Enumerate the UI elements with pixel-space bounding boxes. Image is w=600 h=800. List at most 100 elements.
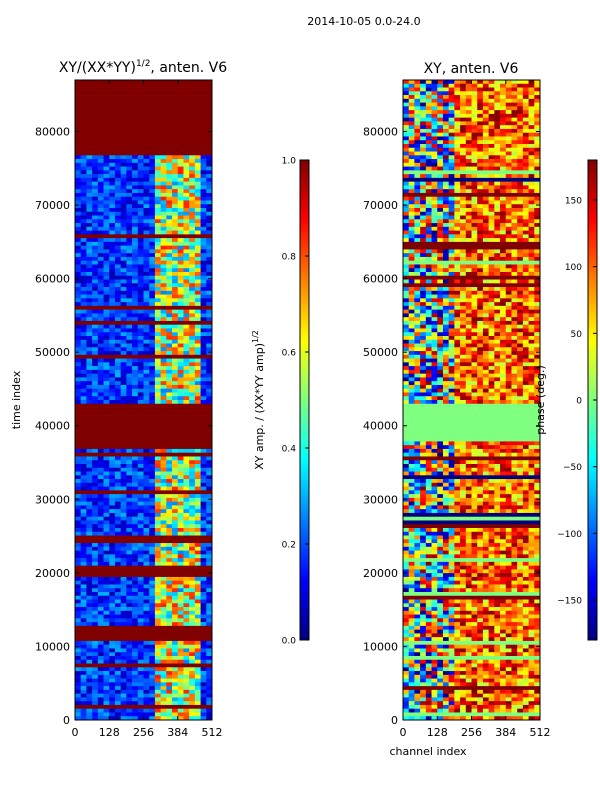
heatmap-cell <box>183 618 190 623</box>
heatmap-cell <box>448 223 455 228</box>
heatmap-cell <box>420 230 427 235</box>
heatmap-cell <box>92 599 99 604</box>
heatmap-cell <box>149 174 156 179</box>
heatmap-cell <box>109 648 116 653</box>
heatmap-cell <box>482 219 489 224</box>
heatmap-cell <box>109 531 116 536</box>
heatmap-cell <box>92 245 99 250</box>
heatmap-cell <box>75 166 82 171</box>
heatmap-cell <box>160 497 167 502</box>
heatmap-cell <box>183 479 190 484</box>
heatmap-cell <box>437 98 444 103</box>
heatmap-cell <box>448 400 455 405</box>
heatmap-cell <box>454 87 461 92</box>
heatmap-cell <box>425 147 432 152</box>
heatmap-cell <box>477 320 484 326</box>
heatmap-cell <box>80 381 87 386</box>
heatmap-cell <box>403 445 410 450</box>
heatmap-cell <box>109 693 116 698</box>
heatmap-cell <box>177 268 184 273</box>
heatmap-cell <box>80 170 87 175</box>
heatmap-cell <box>517 249 524 254</box>
heatmap-cell <box>75 369 82 374</box>
heatmap-cell <box>137 543 144 548</box>
heatmap-cell <box>166 155 173 160</box>
heatmap-cell <box>189 396 196 401</box>
heatmap-cell <box>132 528 139 533</box>
heatmap-cell <box>194 603 201 608</box>
heatmap-cell <box>166 328 173 333</box>
heatmap-cell <box>511 91 518 96</box>
heatmap-cell <box>132 211 139 216</box>
heatmap-cell <box>200 358 207 363</box>
heatmap-cell <box>114 693 121 698</box>
heatmap-cell <box>511 362 518 367</box>
heatmap-cell <box>86 324 93 329</box>
heatmap-cell <box>420 320 427 326</box>
heatmap-cell <box>166 377 173 382</box>
heatmap-cell <box>160 509 167 514</box>
heatmap-cell <box>132 561 139 566</box>
heatmap-cell <box>114 298 121 303</box>
heatmap-cell <box>425 155 432 160</box>
heatmap-cell <box>471 87 478 92</box>
heatmap-cell <box>194 185 201 190</box>
heatmap-cell <box>160 400 167 405</box>
heatmap-cell <box>454 226 461 231</box>
heatmap-cell <box>477 204 484 209</box>
heatmap-cell <box>189 561 196 566</box>
heatmap-cell <box>517 136 524 141</box>
heatmap-cell <box>494 441 501 446</box>
heatmap-cell <box>522 162 529 167</box>
heatmap-cell <box>408 189 415 194</box>
heatmap-cell <box>177 614 184 619</box>
heatmap-cell <box>448 388 455 393</box>
heatmap-cell <box>172 528 179 533</box>
heatmap-cell <box>149 509 156 514</box>
heatmap-cell <box>534 287 541 292</box>
heatmap-cell <box>160 381 167 386</box>
heatmap-cell <box>160 482 167 487</box>
heatmap-cell <box>172 204 179 209</box>
heatmap-cell <box>149 512 156 518</box>
heatmap-cell <box>460 332 467 337</box>
heatmap-cell <box>403 226 410 231</box>
heatmap-cell <box>465 445 472 450</box>
heatmap-cell <box>143 215 150 220</box>
heatmap-cell <box>154 576 161 582</box>
heatmap-cell <box>80 584 87 589</box>
heatmap-cell <box>425 264 432 269</box>
heatmap-cell <box>437 230 444 235</box>
heatmap-cell <box>137 272 144 277</box>
heatmap-cell <box>200 204 207 209</box>
heatmap-cell <box>120 659 127 664</box>
heatmap-cell <box>137 497 144 502</box>
heatmap-cell <box>477 121 484 126</box>
heatmap-cell <box>160 656 167 661</box>
heatmap-cell <box>200 400 207 405</box>
heatmap-cell <box>194 486 201 491</box>
heatmap-cell <box>465 95 472 100</box>
heatmap-cell <box>114 656 121 661</box>
heatmap-cell <box>103 610 110 615</box>
heatmap-flag-row <box>75 234 212 239</box>
heatmap-cell <box>414 377 421 382</box>
heatmap-cell <box>511 211 518 216</box>
heatmap-cell <box>194 701 201 706</box>
heatmap-cell <box>500 234 507 239</box>
heatmap-cell <box>482 268 489 273</box>
heatmap-cell <box>154 313 161 318</box>
heatmap-cell <box>414 98 421 103</box>
heatmap-cell <box>126 223 133 228</box>
heatmap-cell <box>528 215 535 220</box>
heatmap-cell <box>143 343 150 348</box>
heatmap-cell <box>97 155 104 160</box>
heatmap-cell <box>194 241 201 246</box>
heatmap-cell <box>177 580 184 585</box>
heatmap-cell <box>403 196 410 201</box>
heatmap-cell <box>166 226 173 231</box>
heatmap-cell <box>75 192 82 198</box>
heatmap-cell <box>177 159 184 164</box>
heatmap-cell <box>437 87 444 92</box>
heatmap-cell <box>126 373 133 378</box>
